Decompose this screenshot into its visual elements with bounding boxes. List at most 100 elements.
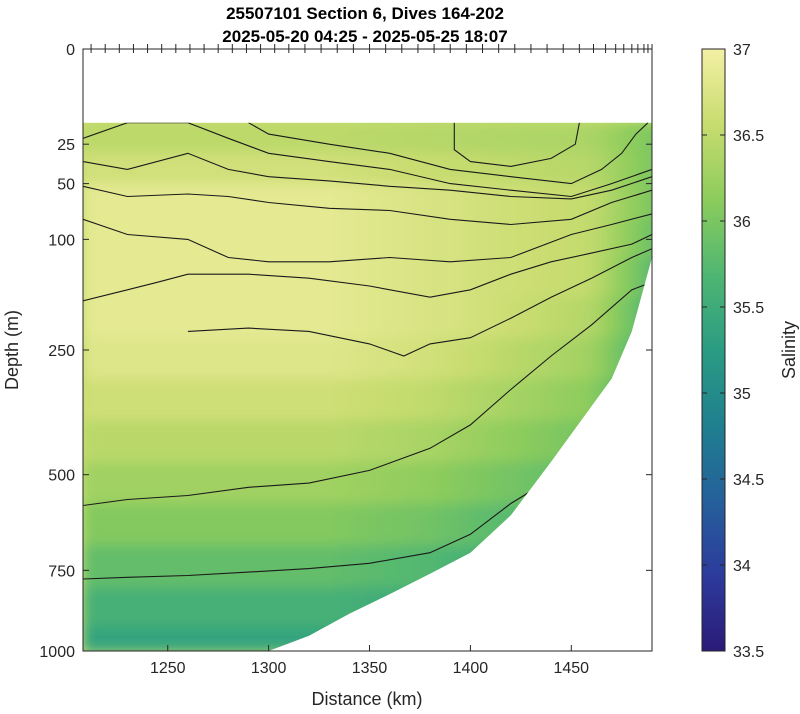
y-tick-label: 25 (57, 137, 75, 154)
salinity-cell (196, 503, 212, 547)
salinity-cell (535, 219, 551, 259)
salinity-cell (238, 183, 254, 221)
salinity-cell (266, 503, 282, 547)
salinity-cell (167, 219, 183, 259)
salinity-cell (196, 587, 212, 628)
salinity-cell (450, 461, 466, 505)
salinity-cell (619, 122, 635, 155)
y-axis-label: Depth (m) (2, 310, 22, 390)
salinity-cell (492, 219, 508, 259)
salinity-cell (309, 297, 325, 339)
salinity-cell (153, 626, 169, 651)
salinity-cell (520, 337, 536, 380)
salinity-cell (605, 257, 621, 299)
salinity-cell (605, 461, 621, 505)
salinity-cell (464, 378, 480, 422)
salinity-cell (422, 257, 438, 299)
salinity-cell (153, 257, 169, 299)
salinity-cell (351, 297, 367, 339)
salinity-cell (111, 378, 127, 422)
salinity-cell (125, 587, 141, 628)
salinity-cell (351, 183, 367, 221)
salinity-cell (97, 153, 113, 185)
colorbar-tick-label: 37 (733, 42, 751, 59)
salinity-cell (633, 297, 649, 339)
salinity-cell (294, 219, 310, 259)
salinity-cell (125, 420, 141, 463)
salinity-cell (393, 122, 409, 155)
salinity-cell (280, 153, 296, 185)
salinity-cell (464, 545, 480, 589)
salinity-cell (337, 183, 353, 221)
salinity-cell (478, 587, 494, 628)
salinity-cell (252, 461, 268, 505)
salinity-cell (224, 337, 240, 380)
salinity-cell (535, 183, 551, 221)
salinity-cell (323, 153, 339, 185)
salinity-cell (125, 461, 141, 505)
salinity-cell (238, 153, 254, 185)
salinity-cell (393, 503, 409, 547)
salinity-cell (478, 503, 494, 547)
y-axis: 0 25 50 100 250 500 750 1000 (39, 42, 652, 661)
salinity-cell (535, 626, 551, 651)
salinity-cell (436, 297, 452, 339)
salinity-cell (450, 378, 466, 422)
salinity-cell (365, 420, 381, 463)
salinity-cell (97, 503, 113, 547)
salinity-cell (549, 219, 565, 259)
salinity-cell (563, 183, 579, 221)
salinity-cell (633, 587, 649, 628)
salinity-cell (393, 626, 409, 651)
salinity-cell (520, 297, 536, 339)
salinity-cell (323, 122, 339, 155)
salinity-cell (139, 626, 155, 651)
salinity-cell (577, 153, 593, 185)
salinity-cell (591, 587, 607, 628)
salinity-cell (83, 337, 99, 380)
salinity-cell (224, 122, 240, 155)
salinity-cell (619, 257, 635, 299)
salinity-cell (83, 420, 99, 463)
salinity-cell (224, 378, 240, 422)
y-tick-label: 100 (48, 232, 75, 249)
salinity-cell (309, 257, 325, 299)
salinity-cell (167, 420, 183, 463)
salinity-cell (337, 420, 353, 463)
salinity-cell (280, 420, 296, 463)
salinity-cell (294, 587, 310, 628)
salinity-cell (577, 337, 593, 380)
salinity-cell (549, 122, 565, 155)
x-tick-label: 1350 (352, 660, 388, 677)
salinity-cell (337, 337, 353, 380)
salinity-cell (633, 122, 649, 155)
salinity-cell (633, 461, 649, 505)
salinity-cell (125, 545, 141, 589)
salinity-cell (520, 545, 536, 589)
salinity-cell (577, 626, 593, 651)
salinity-cell (520, 587, 536, 628)
salinity-cell (181, 183, 197, 221)
salinity-cell (125, 153, 141, 185)
salinity-cell (280, 183, 296, 221)
salinity-cell (252, 183, 268, 221)
salinity-cell (506, 153, 522, 185)
salinity-cell (520, 153, 536, 185)
salinity-cell (351, 153, 367, 185)
salinity-cell (125, 626, 141, 651)
salinity-cell (196, 257, 212, 299)
salinity-cell (464, 503, 480, 547)
salinity-cell (520, 378, 536, 422)
salinity-cell (238, 461, 254, 505)
salinity-cell (492, 461, 508, 505)
salinity-cell (97, 420, 113, 463)
salinity-cell (125, 337, 141, 380)
salinity-cell (280, 257, 296, 299)
salinity-cell (266, 626, 282, 651)
salinity-cell (266, 153, 282, 185)
salinity-cell (97, 183, 113, 221)
salinity-cell (97, 378, 113, 422)
colorbar-tick-label: 33.5 (733, 644, 764, 661)
salinity-cell (478, 219, 494, 259)
salinity-cell (506, 183, 522, 221)
